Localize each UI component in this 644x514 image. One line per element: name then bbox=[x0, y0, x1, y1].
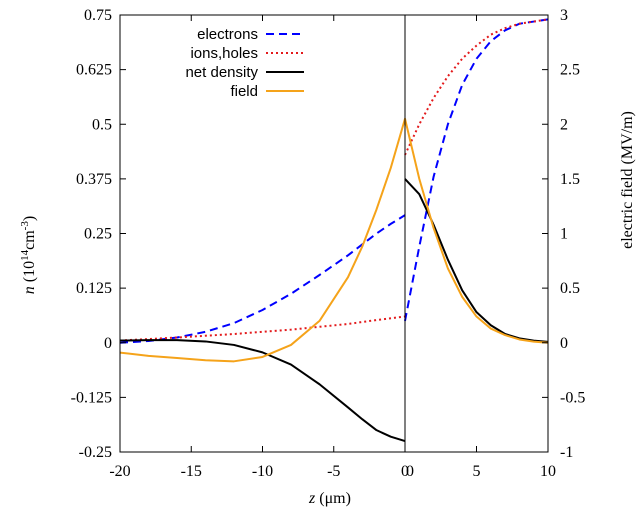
y-tick-label-left: 0.75 bbox=[84, 7, 112, 24]
legend: electrons ions,holes net density field bbox=[185, 26, 304, 100]
y-tick-label-right: 3 bbox=[560, 7, 568, 24]
legend-label: electrons bbox=[197, 26, 258, 43]
y-tick-label-right: 0.5 bbox=[560, 280, 580, 297]
y-tick-label-right: -1 bbox=[560, 444, 573, 461]
legend-label: net density bbox=[185, 64, 258, 81]
x-tick-label: 0 bbox=[401, 463, 409, 480]
y-axis-title-left: n (1014cm-3) bbox=[19, 216, 38, 294]
y-tick-label-left: 0.25 bbox=[84, 226, 112, 243]
series-line-ions-holes bbox=[404, 18, 549, 156]
x-tick-label: 10 bbox=[540, 463, 556, 480]
y-tick-label-right: 1.5 bbox=[560, 171, 580, 188]
x-axis-title: z (μm) bbox=[308, 490, 351, 507]
series-line-net-density bbox=[119, 339, 406, 443]
y-tick-label-left: 0.625 bbox=[76, 62, 112, 79]
x-tick-label: -10 bbox=[252, 463, 273, 480]
y-tick-label-left: 0.5 bbox=[92, 116, 112, 133]
x-tick-label: 5 bbox=[473, 463, 481, 480]
legend-label: ions,holes bbox=[190, 45, 258, 62]
series-line-electrons bbox=[119, 214, 406, 344]
series-line-electrons bbox=[404, 18, 549, 322]
x-tick-label: -20 bbox=[109, 463, 130, 480]
y-axis-title-right: electric field (MV/m) bbox=[619, 111, 636, 249]
y-tick-label-right: 0 bbox=[560, 335, 568, 352]
series-line-ions-holes bbox=[119, 315, 406, 342]
x-tick-label: -5 bbox=[327, 463, 340, 480]
axes-layer: -0.25 -0.125 0 0.125 0.25 0.375 0.5 0.625 0.75 -1… bbox=[71, 7, 586, 480]
x-tick-label: 0 bbox=[406, 463, 414, 480]
legend-label: field bbox=[230, 83, 258, 100]
x-tick-label: -15 bbox=[181, 463, 202, 480]
y-tick-label-left: 0.125 bbox=[76, 280, 112, 297]
y-tick-label-right: 2 bbox=[560, 116, 568, 133]
y-tick-label-left: 0.375 bbox=[76, 171, 112, 188]
y-tick-label-left: -0.125 bbox=[71, 389, 112, 406]
y-tick-label-left: 0 bbox=[104, 335, 112, 352]
y-tick-label-right: 2.5 bbox=[560, 62, 580, 79]
y-tick-label-right: -0.5 bbox=[560, 389, 585, 406]
plot-frame bbox=[119, 14, 549, 453]
y-tick-label-right: 1 bbox=[560, 226, 568, 243]
series-line-field bbox=[119, 117, 549, 363]
y-tick-label-left: -0.25 bbox=[79, 444, 112, 461]
series-layer bbox=[119, 18, 549, 443]
